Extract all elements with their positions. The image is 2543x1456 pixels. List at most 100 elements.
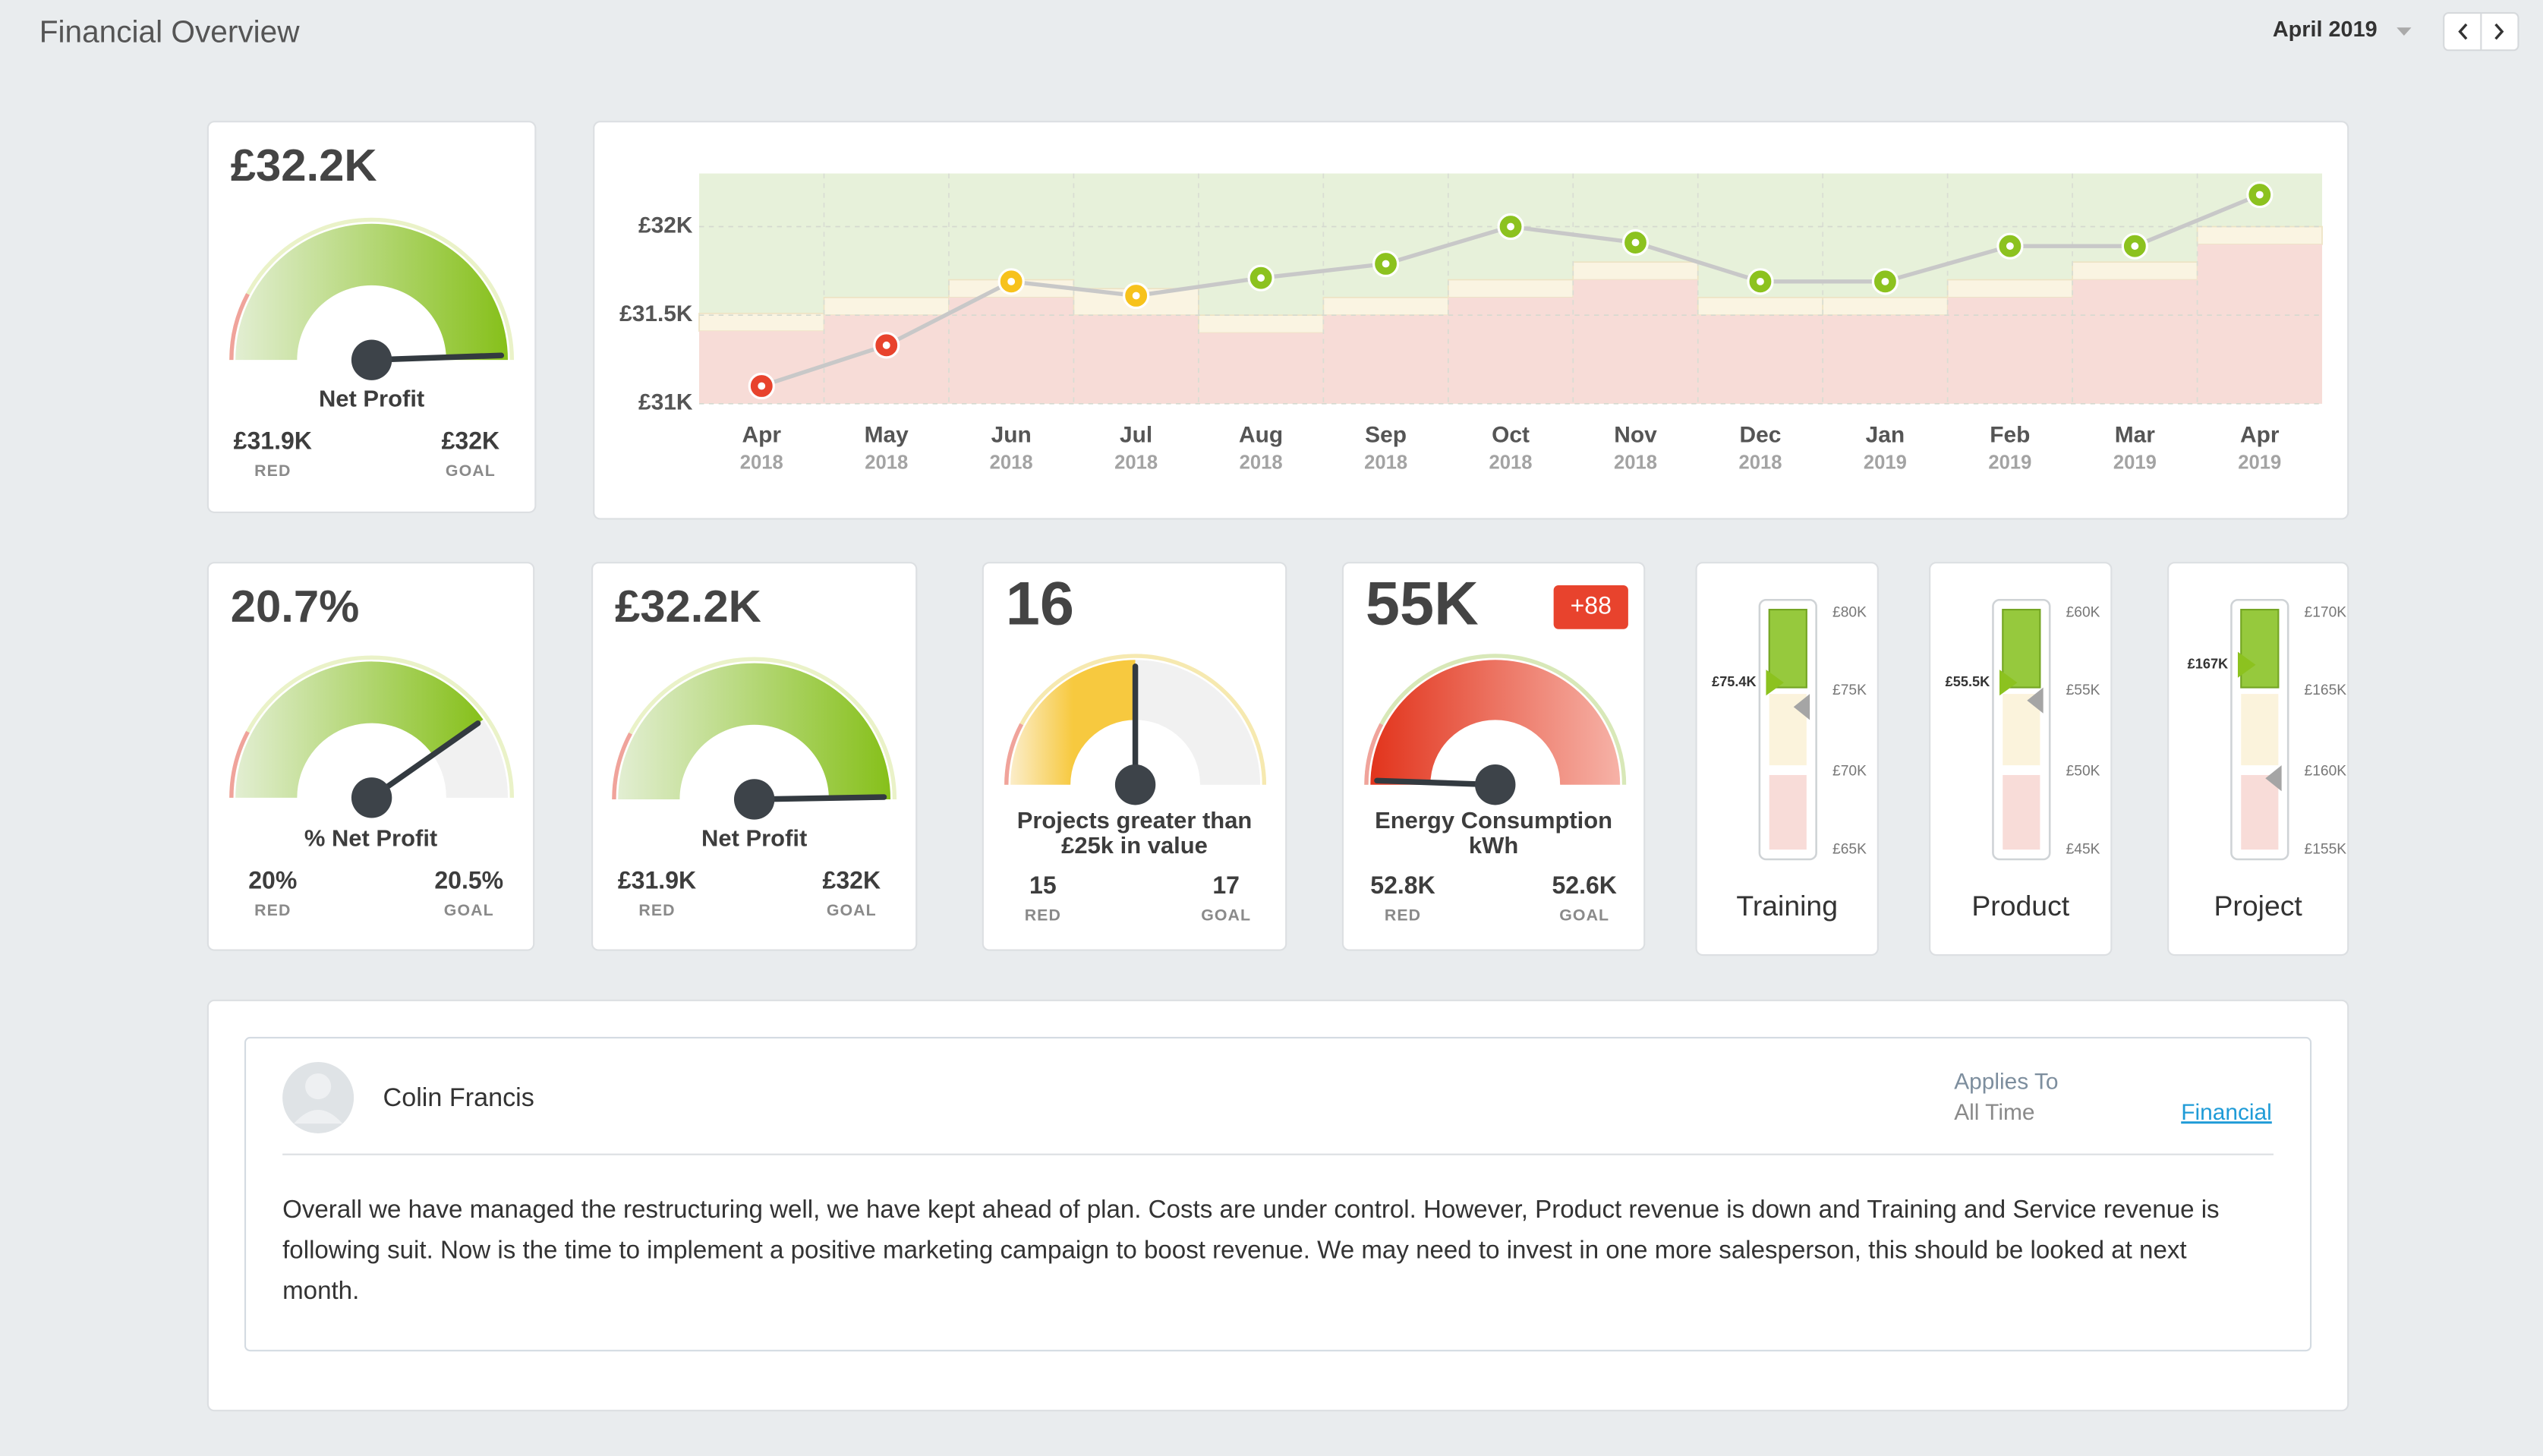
trend-chart: £31K £31.5K £32K Apr 2018 May 2018 Jun 2018 Jul 20…	[619, 173, 2323, 474]
x-tick-year: 2018	[1738, 452, 1782, 474]
gauge-rim-red	[229, 730, 250, 798]
goal-caption: GOAL	[1559, 906, 1609, 924]
gauge-card	[206, 562, 535, 951]
goal-caption: GOAL	[444, 901, 494, 919]
x-tick-label: Nov	[1614, 422, 1657, 447]
goal-value: 20.5%	[434, 866, 503, 893]
data-point-dot	[1507, 222, 1514, 231]
x-tick-label: Apr	[2240, 422, 2280, 447]
goal-caption: GOAL	[827, 901, 877, 919]
gauge-label: Net Profit	[701, 825, 807, 852]
goal-value: £32K	[823, 866, 881, 893]
gauge-label: Projects greater than	[1017, 807, 1253, 834]
goal-caption: GOAL	[446, 462, 496, 480]
goal-zone	[1946, 279, 2073, 298]
goal-value: 52.6K	[1552, 871, 1617, 899]
gauge-label: Energy Consumption	[1375, 807, 1612, 834]
x-tick-year: 2018	[740, 452, 783, 474]
bullet-tick: £65K	[1832, 841, 1867, 857]
gauge-rim-red	[1364, 723, 1384, 785]
red-zone	[1073, 315, 1199, 404]
bullet-target	[1793, 694, 1810, 720]
gauge-needle	[751, 794, 887, 802]
bullet-tick: £160K	[2305, 764, 2347, 780]
page-title: Financial Overview	[39, 14, 300, 49]
bullet-tick: £75K	[1832, 682, 1867, 698]
gauge-rim-red	[229, 293, 250, 361]
bullet-tick: £70K	[1832, 764, 1867, 780]
bullet-red	[2241, 774, 2279, 850]
comment-author: Colin Francis	[383, 1083, 534, 1112]
dropdown-caret[interactable]	[2396, 27, 2412, 36]
x-tick-year: 2019	[2113, 452, 2157, 474]
red-zone	[2072, 279, 2198, 404]
y-tick-label: £31K	[638, 390, 693, 415]
gauge-fill	[618, 663, 891, 799]
red-zone	[1448, 297, 1574, 404]
gauge-label: kWh	[1469, 832, 1518, 859]
bullet-value: £167K	[2188, 656, 2228, 671]
goal-zone	[2196, 225, 2323, 245]
comment-line: Overall we have managed the restructurin…	[282, 1196, 2219, 1224]
x-tick-year: 2019	[1864, 452, 1907, 474]
goal-zone	[1447, 279, 1574, 298]
comment-line: following suit. Now is the time to imple…	[282, 1237, 2186, 1265]
gauge-value: 20.7%	[231, 581, 360, 632]
gauge-rest	[1135, 660, 1261, 785]
gauge-hub	[351, 777, 392, 818]
bullet-tick: £45K	[2066, 841, 2100, 857]
x-tick-label: May	[865, 422, 909, 447]
next-button[interactable]	[2494, 23, 2504, 40]
applies-to-link[interactable]: Financial	[2181, 1100, 2272, 1125]
bullet-name: Training	[1736, 890, 1838, 922]
bullet-value: £55.5K	[1946, 674, 1990, 689]
avatar-body	[294, 1109, 343, 1124]
data-point-dot	[1132, 292, 1140, 300]
red-zone	[1697, 315, 1823, 404]
data-point-dot	[1007, 277, 1016, 285]
red-zone	[948, 297, 1074, 404]
data-point-dot	[2006, 242, 2014, 251]
bullet-tick: £155K	[2305, 841, 2347, 857]
bullet-tick: £165K	[2305, 682, 2347, 698]
applies-to-value: All Time	[1954, 1100, 2034, 1125]
bullet-name: Product	[1971, 890, 2069, 922]
gauge-label: Net Profit	[319, 386, 424, 412]
badge-text: +88	[1571, 591, 1612, 619]
gauge-hub	[1114, 764, 1156, 805]
bullet-red	[2003, 774, 2040, 850]
prev-button[interactable]	[2458, 23, 2468, 40]
goal-caption: GOAL	[1201, 906, 1251, 924]
period-select[interactable]: April 2019	[2273, 17, 2378, 42]
applies-to-label: Applies To	[1954, 1070, 2058, 1095]
x-tick-year: 2018	[1489, 452, 1533, 474]
x-tick-label: Jan	[1866, 422, 1905, 447]
red-caption: RED	[1385, 906, 1421, 924]
red-value: £31.9K	[234, 427, 312, 455]
gauge-card	[1341, 562, 1646, 951]
gauge-fill	[1010, 660, 1136, 785]
data-point-dot	[2255, 191, 2264, 199]
data-point-dot	[1757, 277, 1764, 285]
data-point-dot	[1257, 274, 1265, 282]
x-tick-label: Aug	[1239, 422, 1283, 447]
goal-zone	[1572, 261, 1699, 281]
gauge-card	[206, 121, 537, 513]
red-zone	[1573, 279, 1698, 404]
comment-line: month.	[282, 1277, 359, 1305]
goal-value: £32K	[442, 427, 500, 455]
goal-zone	[823, 296, 950, 317]
data-point-dot	[1881, 277, 1889, 285]
gauge-fill	[235, 223, 509, 361]
bullet-red	[1769, 774, 1807, 850]
red-zone	[1323, 315, 1448, 404]
gauge-value: 16	[1006, 569, 1074, 638]
x-tick-year: 2019	[1988, 452, 2031, 474]
gauge-needle	[368, 352, 505, 363]
red-caption: RED	[254, 901, 291, 919]
red-zone	[1823, 315, 1948, 404]
bullet-green	[2240, 609, 2280, 689]
gauge-rim-red	[1004, 723, 1024, 785]
